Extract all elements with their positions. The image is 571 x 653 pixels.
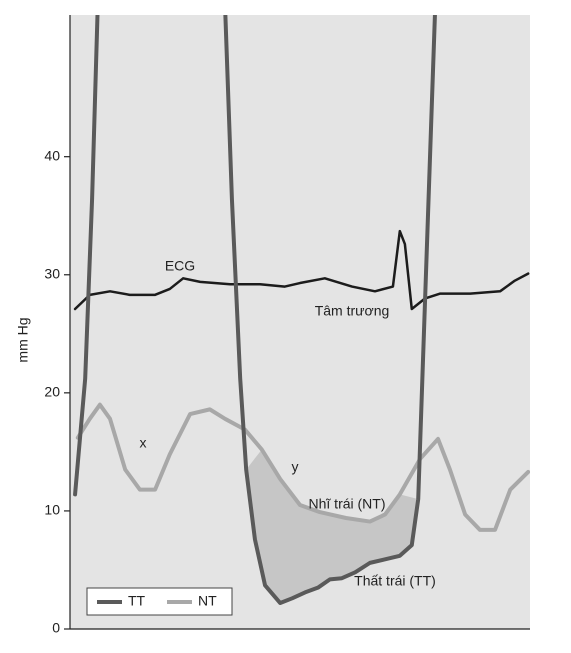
annotation: Nhĩ trái (NT) bbox=[309, 496, 386, 512]
plot-area bbox=[73, 15, 530, 606]
y-tick-label: 20 bbox=[44, 384, 60, 400]
annotation: Tâm trương bbox=[315, 303, 390, 319]
legend: TT NT bbox=[86, 587, 233, 616]
y-axis-label: mm Hg bbox=[15, 317, 31, 362]
annotation: y bbox=[292, 459, 299, 475]
annotation: Thất trái (TT) bbox=[354, 573, 436, 589]
y-tick-label: 10 bbox=[44, 502, 60, 518]
shaded-area bbox=[246, 449, 419, 604]
ecg-line bbox=[73, 229, 530, 311]
tt-line bbox=[73, 15, 100, 497]
annotation: x bbox=[140, 435, 147, 451]
legend-label: TT bbox=[128, 593, 146, 609]
y-tick-label: 30 bbox=[44, 265, 60, 281]
annotation: ECG bbox=[165, 258, 195, 274]
nt-line bbox=[75, 402, 530, 532]
legend-label: NT bbox=[198, 593, 217, 609]
tt-line bbox=[223, 15, 437, 606]
y-tick-label: 0 bbox=[52, 620, 60, 636]
y-tick-label: 40 bbox=[44, 147, 60, 163]
